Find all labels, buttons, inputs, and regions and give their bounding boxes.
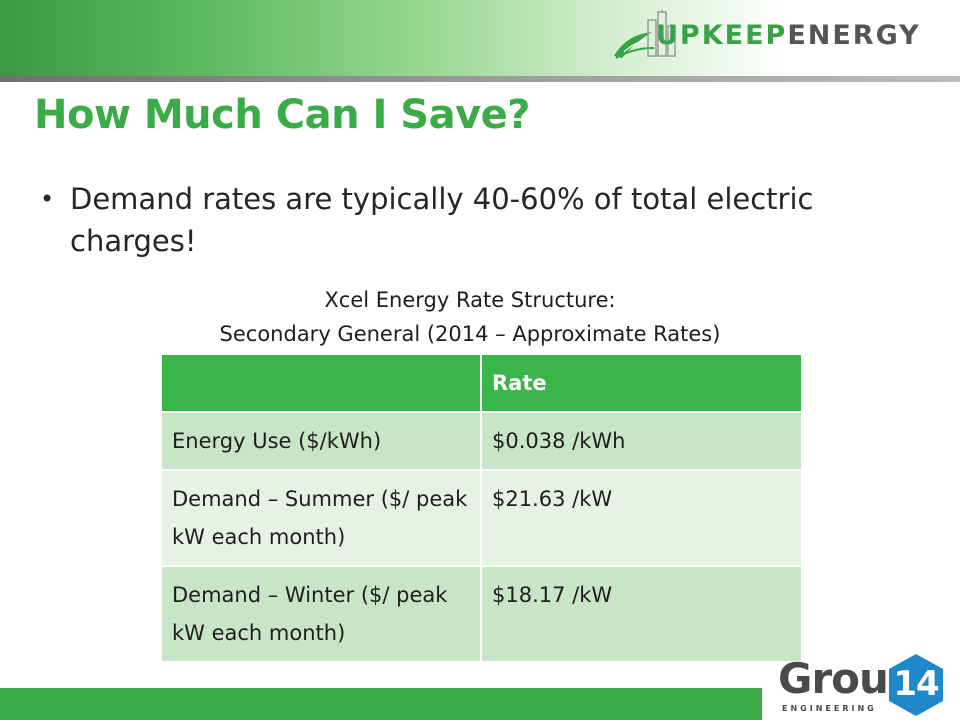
city-skyline-icon bbox=[647, 10, 676, 57]
bullet-text: Demand rates are typically 40-60% of tot… bbox=[70, 182, 814, 258]
group14-logo: Group ENGINEERING 14 bbox=[778, 652, 948, 718]
leaf-icon bbox=[614, 32, 655, 59]
table-header-row: Rate bbox=[160, 353, 803, 413]
brand-wordmark-up: UPKEEP bbox=[656, 20, 788, 51]
table-caption-line1: Xcel Energy Rate Structure: bbox=[324, 288, 616, 312]
table-cell-item: Demand – Winter ($/ peak kW each month) bbox=[160, 565, 482, 663]
bullet-dot-icon: • bbox=[40, 185, 55, 213]
table-row: Energy Use ($/kWh) $0.038 /kWh bbox=[160, 411, 803, 471]
table-cell-rate: $18.17 /kW bbox=[480, 565, 803, 663]
table-row: Demand – Winter ($/ peak kW each month) … bbox=[160, 565, 803, 663]
footer-green-band bbox=[0, 688, 762, 720]
brand-wordmark-energy: ENERGY bbox=[787, 20, 921, 51]
group-subtitle: ENGINEERING bbox=[782, 704, 877, 713]
table-header-cell-blank bbox=[160, 353, 482, 413]
upkeep-energy-logo: UPKEEPENERGY bbox=[612, 10, 952, 62]
table-cell-item: Energy Use ($/kWh) bbox=[160, 411, 482, 471]
table-cell-item: Demand – Summer ($/ peak kW each month) bbox=[160, 469, 482, 567]
badge-number: 14 bbox=[893, 664, 939, 704]
table-caption: Xcel Energy Rate Structure: Secondary Ge… bbox=[150, 283, 790, 351]
table-header-cell-rate: Rate bbox=[480, 353, 803, 413]
table-caption-line2: Secondary General (2014 – Approximate Ra… bbox=[219, 322, 721, 346]
header-gradient-band bbox=[0, 0, 960, 76]
table-cell-rate: $0.038 /kWh bbox=[480, 411, 803, 471]
hexagon-badge-icon: 14 bbox=[886, 652, 946, 718]
rate-table: Rate Energy Use ($/kWh) $0.038 /kWh Dema… bbox=[160, 353, 803, 663]
slide-title: How Much Can I Save? bbox=[34, 92, 531, 138]
bullet-item: • Demand rates are typically 40-60% of t… bbox=[40, 178, 900, 262]
header-divider bbox=[0, 76, 960, 82]
brand-wordmark: UPKEEPENERGY bbox=[656, 20, 921, 51]
table-cell-rate: $21.63 /kW bbox=[480, 469, 803, 567]
table-row: Demand – Summer ($/ peak kW each month) … bbox=[160, 469, 803, 567]
